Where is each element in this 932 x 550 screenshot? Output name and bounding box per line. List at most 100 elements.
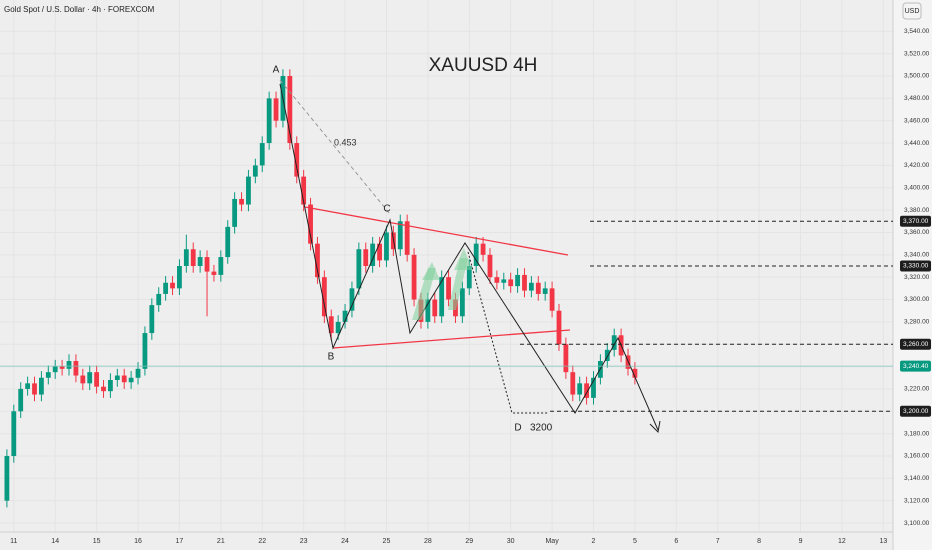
level-tag [900,405,931,417]
candle-body [266,98,272,144]
candle-body [287,76,293,144]
candle-body [204,257,210,272]
candle-body [535,282,541,294]
candle-body [349,288,355,311]
x-tick-label: 24 [341,538,349,545]
candle-body [225,226,231,258]
y-tick-label: 3,480.00 [904,95,930,102]
candle-body [87,372,93,384]
target-label: 3200 [530,423,553,434]
candle-body [52,366,58,373]
candle-body [466,266,472,289]
candle-body [246,176,251,205]
y-tick-label: 3,500.00 [904,73,930,80]
x-tick-label: 21 [217,538,225,545]
y-tick-label: 3,160.00 [904,453,930,460]
candle-body [170,282,175,289]
candle-body [259,143,265,166]
candle-body [121,375,127,383]
x-tick-label: 7 [716,538,720,545]
x-tick-label: 14 [51,538,59,545]
green-arrow-head [454,248,472,270]
x-tick-label: 30 [507,538,515,545]
x-tick-label: 2 [592,538,596,545]
candle-body [563,344,569,373]
y-tick-label: 3,320.00 [904,274,930,281]
arrow-head [649,420,661,434]
y-tick-label: 3,100.00 [904,520,930,527]
candle-body [232,198,238,227]
level-tag-label: 3,260.00 [903,341,929,348]
y-tick-label: 3,520.00 [904,50,930,57]
x-tick-label: 12 [838,538,846,545]
y-tick-label: 3,280.00 [904,319,930,326]
candle-body [439,277,445,317]
price-axis-background [893,0,932,550]
candle-body [163,282,169,294]
candle-body [425,299,431,322]
y-tick-label: 3,180.00 [904,430,930,437]
candle-body [142,333,148,369]
candle-body [404,221,410,255]
candle-body [446,277,451,300]
level-tag-label: 3,200.00 [903,408,929,415]
last-price-label: 3,240.40 [903,363,929,370]
x-tick-label: 9 [799,538,803,545]
green-arrow-head [422,262,440,280]
candle-body [301,176,307,205]
x-tick-label: 11 [10,538,17,545]
level-tag [900,260,931,272]
candle-body [273,98,279,121]
candle-body [45,372,51,378]
candle-body [80,375,86,384]
candle-body [432,299,438,317]
candle-body [321,277,327,317]
candle-body [542,288,548,294]
candle-body [487,254,493,278]
fib-line [279,79,391,215]
candle-body [197,257,203,266]
candle-body [501,279,507,283]
candle-body [473,243,479,266]
y-tick-label: 3,460.00 [904,117,930,124]
x-tick-label: 22 [258,538,266,545]
candle-body [294,143,300,177]
x-tick-label: 8 [757,538,761,545]
y-tick-label: 3,420.00 [904,162,930,169]
candle-body [18,388,24,412]
candle-body [632,368,638,378]
candle-body [522,274,527,291]
y-tick-label: 3,380.00 [904,207,930,214]
candle-body [59,366,65,369]
triangle-upper [304,206,569,256]
x-tick-label: 29 [465,538,473,545]
candle-body [384,232,389,261]
levels [0,220,893,412]
candle-body [101,386,106,392]
candle-body [494,277,500,283]
header: Gold Spot / U.S. Dollar · 4h · FOREXCOM [4,5,155,14]
y-tick-label: 3,120.00 [904,497,930,504]
y-tick-label: 3,400.00 [904,184,930,191]
y-tick-label: 3,360.00 [904,229,930,236]
level-tag-label: 3,330.00 [903,263,929,270]
candle-body [211,271,217,275]
candle-body [528,282,534,291]
x-tick-label: 5 [633,538,637,545]
candle-body [156,293,162,306]
candle-body [315,243,320,278]
currency: USD [905,8,920,15]
candle-body [73,361,79,376]
candle-body [128,377,134,383]
x-tick-label: May [545,538,559,545]
candle-body [556,310,562,345]
y-tick-label: 3,220.00 [904,386,930,393]
x-tick-label: 17 [176,538,184,545]
point-label: A [273,65,280,76]
level-tag [900,215,931,227]
point-label: D [514,423,521,434]
candle-body [39,377,44,395]
y-tick-label: 3,300.00 [904,296,930,303]
x-tick-label: 25 [383,538,391,545]
